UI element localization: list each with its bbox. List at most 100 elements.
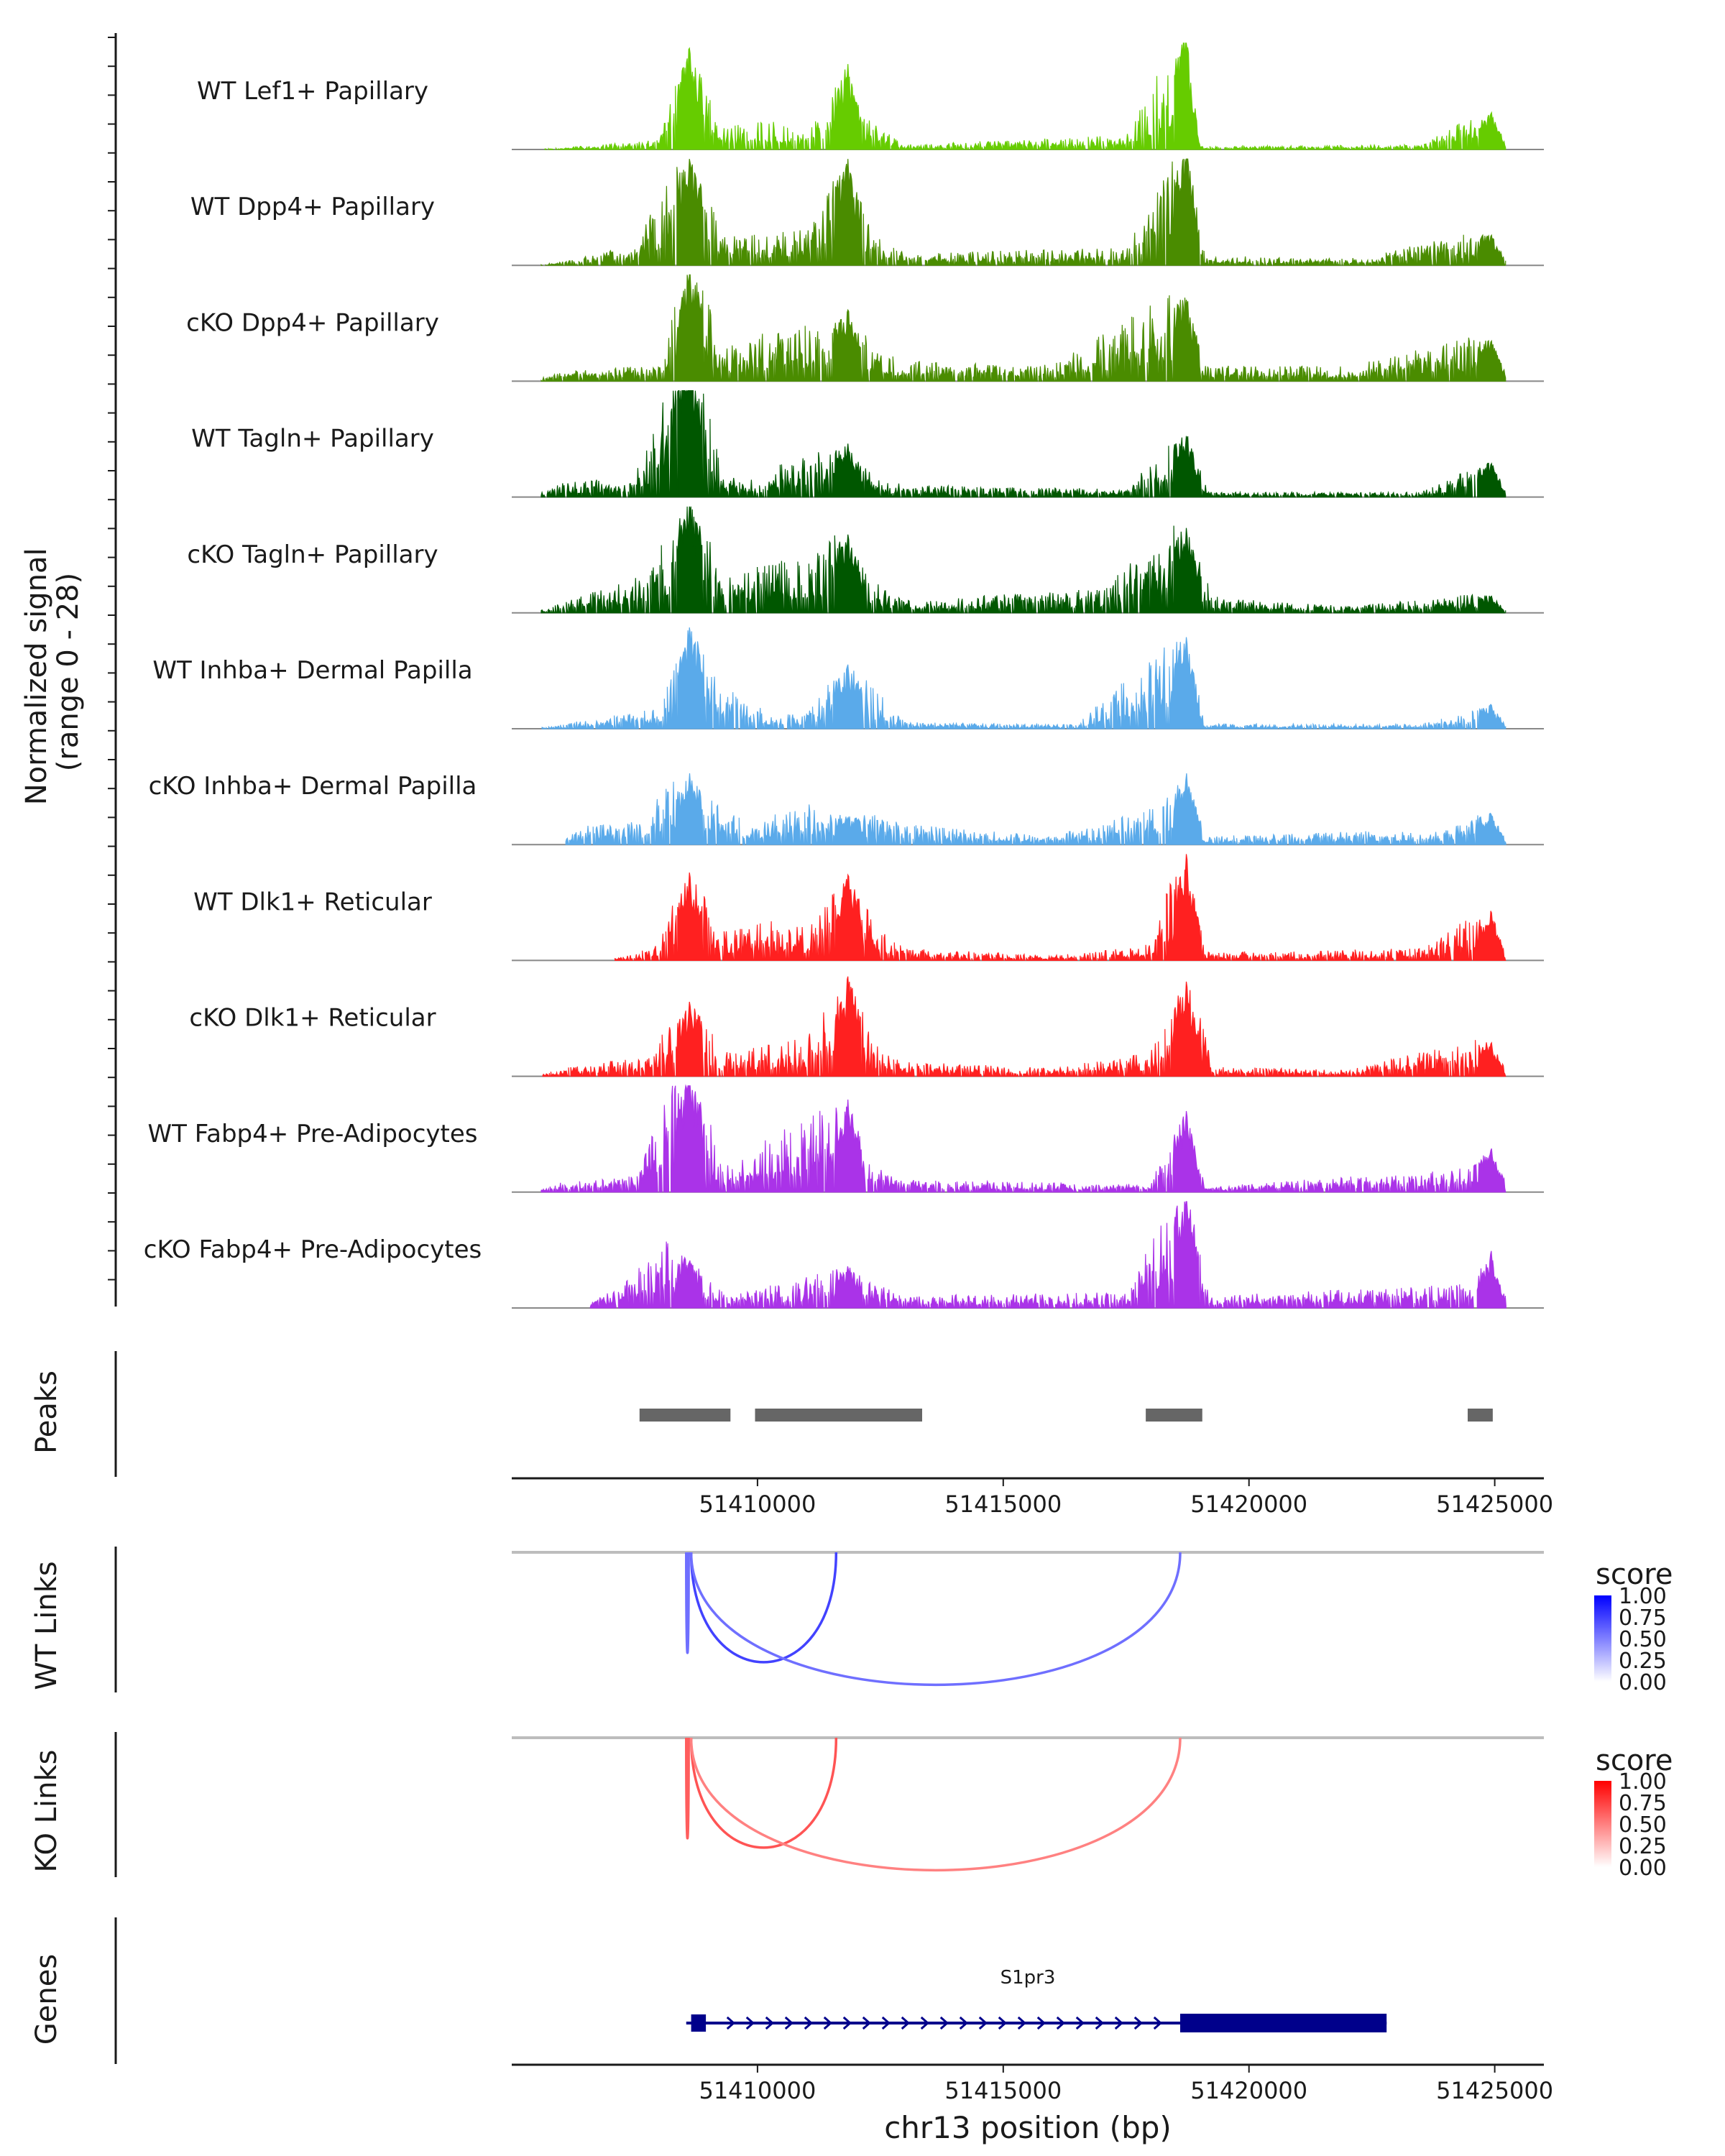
- gene-strand-chevron: [726, 2016, 736, 2030]
- wt-score-legend-title: score: [1596, 1558, 1673, 1591]
- coverage-track-label: cKO Fabp4+ Pre-Adipocytes: [144, 1235, 482, 1264]
- coverage-track-label: cKO Dlk1+ Reticular: [189, 1004, 436, 1033]
- x-axis-tick-label: 51425000: [1436, 2077, 1553, 2104]
- genes-panel-label: Genes: [30, 1954, 63, 2045]
- gene-strand-chevron: [1133, 2016, 1144, 2030]
- coverage-track-label: WT Inhba+ Dermal Papilla: [152, 656, 472, 685]
- gene-strand-chevron: [823, 2016, 833, 2030]
- link-arc: [689, 1552, 838, 1664]
- legend-tick-label: 0.00: [1619, 1856, 1667, 1881]
- x-axis-label: chr13 position (bp): [884, 2110, 1172, 2145]
- gene-strand-chevron: [784, 2016, 794, 2030]
- peak-region: [639, 1409, 731, 1422]
- score-legend: 1.000.750.500.250.00: [1594, 1769, 1667, 1881]
- coverage-track-label: cKO Tagln+ Papillary: [187, 540, 438, 569]
- coverage-y-axis-label: Normalized signal (range 0 - 28): [20, 539, 85, 806]
- coverage-panel: WT Lef1+ Papillary WT Dpp4+ Papillary cKO …: [144, 42, 1544, 1309]
- coverage-track: WT Dlk1+ Reticular: [193, 854, 1544, 962]
- score-legend: 1.000.750.500.250.00: [1594, 1584, 1667, 1695]
- coverage-track: WT Dpp4+ Papillary: [190, 158, 1544, 267]
- gene-label: S1pr3: [1000, 1967, 1056, 1989]
- coverage-track: cKO Fabp4+ Pre-Adipocytes: [144, 1201, 1544, 1309]
- coverage-track-label: WT Lef1+ Papillary: [197, 77, 428, 106]
- gene-strand-chevron: [842, 2016, 852, 2030]
- link-arc: [689, 1737, 1182, 1871]
- gene-strand-chevron: [765, 2016, 775, 2030]
- coverage-area: [589, 1201, 1506, 1309]
- coverage-track-label: WT Fabp4+ Pre-Adipocytes: [148, 1120, 478, 1148]
- coverage-y-axis: [108, 33, 117, 1307]
- legend-tick-label: 0.50: [1619, 1627, 1667, 1652]
- gene-strand-chevron: [901, 2016, 911, 2030]
- x-axis-bottom: 51410000 51415000 51420000 51425000: [512, 2063, 1553, 2104]
- links-panel: [114, 1547, 1544, 1692]
- coverage-area: [544, 42, 1506, 150]
- coverage-track-label: cKO Inhba+ Dermal Papilla: [149, 772, 477, 801]
- x-axis-tick-label: 51425000: [1436, 1491, 1553, 1518]
- legend-tick-label: 1.00: [1619, 1584, 1667, 1609]
- link-arc: [689, 1737, 838, 1849]
- gene-exon: [691, 2014, 707, 2032]
- x-axis-tick-label: 51415000: [944, 2077, 1062, 2104]
- gene-strand-chevron: [998, 2016, 1008, 2030]
- coverage-area: [565, 773, 1506, 845]
- peak-region: [755, 1409, 922, 1422]
- gene-strand-chevron: [939, 2016, 949, 2030]
- coverage-area: [541, 627, 1506, 729]
- gene-strand-chevron: [745, 2016, 755, 2030]
- legend-tick-label: 0.25: [1619, 1834, 1667, 1859]
- gene-strand-chevron: [920, 2016, 930, 2030]
- peak-region: [1146, 1409, 1202, 1422]
- coverage-track-label: WT Dlk1+ Reticular: [193, 888, 432, 916]
- gene-strand-chevron: [1075, 2016, 1085, 2030]
- gene-strand-chevron: [862, 2016, 872, 2030]
- genes-panel: [114, 1917, 1387, 2064]
- gene-exon: [1179, 2014, 1387, 2032]
- score-legends: 1.000.750.500.250.001.000.750.500.250.00: [1594, 1584, 1667, 1881]
- gene-strand-chevron: [1036, 2016, 1046, 2030]
- link-arc: [685, 1737, 690, 1840]
- coverage-track-label: WT Tagln+ Papillary: [191, 425, 434, 453]
- coverage-area: [615, 854, 1506, 961]
- legend-tick-label: 0.75: [1619, 1606, 1667, 1631]
- gene-strand-chevron: [804, 2016, 814, 2030]
- legend-colorbar: [1594, 1781, 1611, 1867]
- legend-tick-label: 0.00: [1619, 1670, 1667, 1695]
- coverage-track-label: WT Dpp4+ Papillary: [190, 193, 435, 221]
- legend-tick-label: 0.25: [1619, 1649, 1667, 1674]
- x-axis-tick-label: 51415000: [944, 1491, 1062, 1518]
- gene-strand-chevron: [1056, 2016, 1066, 2030]
- links-panels: [114, 1547, 1544, 1877]
- coverage-track: cKO Dlk1+ Reticular: [189, 976, 1544, 1077]
- gene-strand-chevron: [1114, 2016, 1124, 2030]
- peak-region: [1468, 1409, 1493, 1422]
- coverage-track-label: cKO Dpp4+ Papillary: [186, 308, 439, 337]
- gene-strand-chevron: [1095, 2016, 1105, 2030]
- coverage-y-axis-label-line2: (range 0 - 28): [52, 573, 85, 771]
- legend-tick-label: 0.75: [1619, 1791, 1667, 1816]
- legend-colorbar: [1594, 1595, 1611, 1682]
- link-arc: [685, 1552, 690, 1654]
- coverage-y-axis-label-line1: Normalized signal: [20, 548, 53, 805]
- coverage-area: [540, 390, 1506, 498]
- coverage-track: WT Inhba+ Dermal Papilla: [152, 627, 1544, 729]
- x-axis-middle: 51410000 51415000 51420000 51425000: [512, 1477, 1553, 1518]
- coverage-track: WT Lef1+ Papillary: [197, 42, 1544, 150]
- coverage-track: cKO Dpp4+ Papillary: [186, 274, 1544, 382]
- x-axis-tick-label: 51420000: [1190, 2077, 1307, 2104]
- coverage-area: [540, 274, 1506, 382]
- peaks-panel-label: Peaks: [30, 1370, 63, 1454]
- link-arc: [689, 1552, 1182, 1686]
- coverage-track: cKO Inhba+ Dermal Papilla: [149, 772, 1544, 846]
- gene-strand-chevron: [1153, 2016, 1163, 2030]
- coverage-track: cKO Tagln+ Papillary: [187, 506, 1544, 614]
- x-axis-tick-label: 51420000: [1190, 1491, 1307, 1518]
- coverage-track: WT Fabp4+ Pre-Adipocytes: [148, 1084, 1544, 1193]
- ko-links-panel-label: KO Links: [30, 1750, 63, 1873]
- legend-tick-label: 1.00: [1619, 1769, 1667, 1795]
- gene-strand-chevron: [978, 2016, 988, 2030]
- coverage-track: WT Tagln+ Papillary: [191, 390, 1544, 498]
- coverage-area: [540, 158, 1506, 266]
- x-axis-tick-label: 51410000: [699, 1491, 816, 1518]
